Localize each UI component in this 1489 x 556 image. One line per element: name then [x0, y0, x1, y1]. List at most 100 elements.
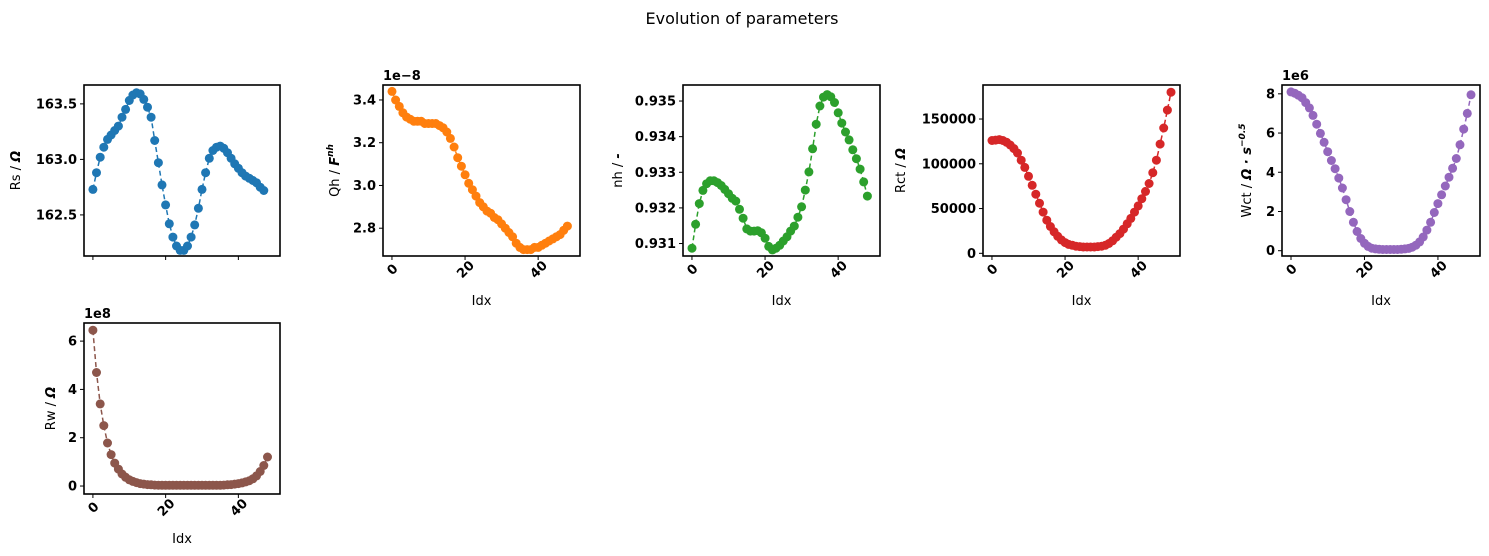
data-point	[88, 184, 98, 194]
axes-frame	[1281, 84, 1481, 257]
x-tick-label: 20	[1354, 258, 1377, 281]
data-point	[1308, 110, 1318, 120]
data-point	[1027, 180, 1037, 190]
data-point	[201, 168, 211, 178]
x-tick-label: 20	[454, 258, 477, 281]
data-point	[1024, 171, 1033, 181]
data-point	[837, 118, 847, 128]
data-point	[1459, 124, 1469, 134]
x-tick-label: 0	[85, 500, 102, 517]
y-tick-label: 162.5	[36, 208, 77, 223]
x-tick-label: 0	[685, 262, 702, 279]
data-point	[808, 144, 818, 154]
series-line	[391, 91, 568, 251]
data-point	[1440, 181, 1450, 191]
y-tick-label: 0	[967, 247, 976, 262]
data-point	[1319, 137, 1329, 147]
data-point	[1437, 190, 1447, 200]
data-point	[1141, 187, 1150, 196]
axes-frame	[382, 84, 581, 257]
x-axis-label: Idx	[772, 294, 792, 309]
axes-frame	[982, 84, 1181, 257]
data-point	[1345, 207, 1355, 216]
data-point	[691, 219, 701, 229]
data-point	[150, 136, 160, 145]
axes-frame	[83, 322, 281, 495]
y-tick-label: 3.4	[353, 93, 376, 108]
data-point	[1451, 154, 1461, 163]
y-tick-label: 150000	[922, 113, 976, 128]
data-point	[760, 233, 770, 243]
data-point	[453, 153, 463, 163]
x-axis-label: Idx	[1371, 294, 1391, 309]
y-tick-label: 163.0	[36, 153, 77, 168]
data-point	[99, 142, 109, 152]
data-point	[1035, 198, 1044, 208]
data-point	[1433, 199, 1443, 209]
data-point	[103, 438, 112, 448]
y-tick-label: 0.934	[635, 130, 676, 145]
data-point	[841, 127, 850, 137]
x-axis-label: Idx	[1072, 294, 1092, 309]
x-tick-label: 40	[228, 496, 251, 519]
x-axis-label: Idx	[172, 532, 192, 547]
data-point	[1162, 105, 1172, 115]
data-point	[789, 221, 799, 231]
data-point	[694, 199, 704, 209]
y-tick-label: 8	[1266, 87, 1275, 102]
data-point	[793, 212, 803, 222]
data-point	[1016, 155, 1026, 165]
y-axis-label: Rs / Ω	[9, 151, 24, 191]
chart-panel-5: 0 20 40 0 2 4 6 8 1e6 Idx Wct / Ω · s−0.5	[1238, 69, 1481, 309]
data-point	[1315, 128, 1325, 138]
series-line	[991, 92, 1172, 248]
data-point	[1133, 201, 1143, 211]
data-point	[193, 203, 203, 213]
data-point	[88, 325, 98, 335]
figure-title: Evolution of parameters	[646, 9, 839, 28]
data-point	[1341, 195, 1351, 205]
y-axis-label: Rw / Ω	[44, 387, 59, 430]
x-tick-label: 20	[155, 496, 178, 519]
data-point	[168, 232, 178, 242]
data-point	[859, 177, 869, 187]
data-point	[1020, 162, 1030, 172]
y-tick-label: 6	[68, 335, 77, 350]
y-tick-label: 100000	[922, 157, 976, 172]
data-point	[445, 133, 455, 143]
data-point	[204, 153, 214, 163]
y-tick-label: 6	[1266, 127, 1275, 142]
data-point	[1352, 227, 1362, 236]
data-point	[95, 152, 105, 162]
chart-panel-1: 162.5 163.0 163.5 Rs / Ω	[9, 84, 281, 260]
y-tick-label: 3.0	[353, 179, 376, 194]
data-point	[1137, 194, 1147, 204]
data-point	[1330, 164, 1340, 174]
data-point	[449, 142, 459, 152]
data-point	[387, 86, 397, 96]
data-point	[1038, 207, 1048, 217]
y-tick-label: 2.8	[353, 222, 376, 237]
data-point	[1426, 217, 1436, 227]
chart-panel-2: 0 20 40 2.8 3.0 3.2 3.4 1e−8 Idx Qh / Fnh	[326, 69, 581, 309]
data-point	[157, 180, 167, 190]
chart-panel-4: 0 20 40 0 50000 100000 150000 Idx Rct / Ω	[894, 84, 1181, 309]
y-tick-label: 50000	[931, 202, 976, 217]
y-tick-label: 4	[68, 383, 77, 398]
data-point	[1155, 139, 1165, 149]
series-line	[1290, 91, 1472, 251]
y-axis-label: Qh / Fnh	[326, 144, 343, 197]
data-point	[1144, 179, 1154, 188]
data-point	[855, 164, 865, 174]
series-line	[691, 93, 869, 251]
y-tick-label: 0.935	[635, 95, 676, 110]
data-point	[562, 221, 572, 231]
data-point	[259, 461, 269, 470]
data-point	[1326, 156, 1336, 165]
data-point	[1166, 87, 1176, 97]
data-point	[1312, 119, 1322, 129]
x-tick-label: 40	[528, 258, 551, 281]
data-point	[95, 399, 105, 409]
data-point	[1148, 168, 1158, 178]
